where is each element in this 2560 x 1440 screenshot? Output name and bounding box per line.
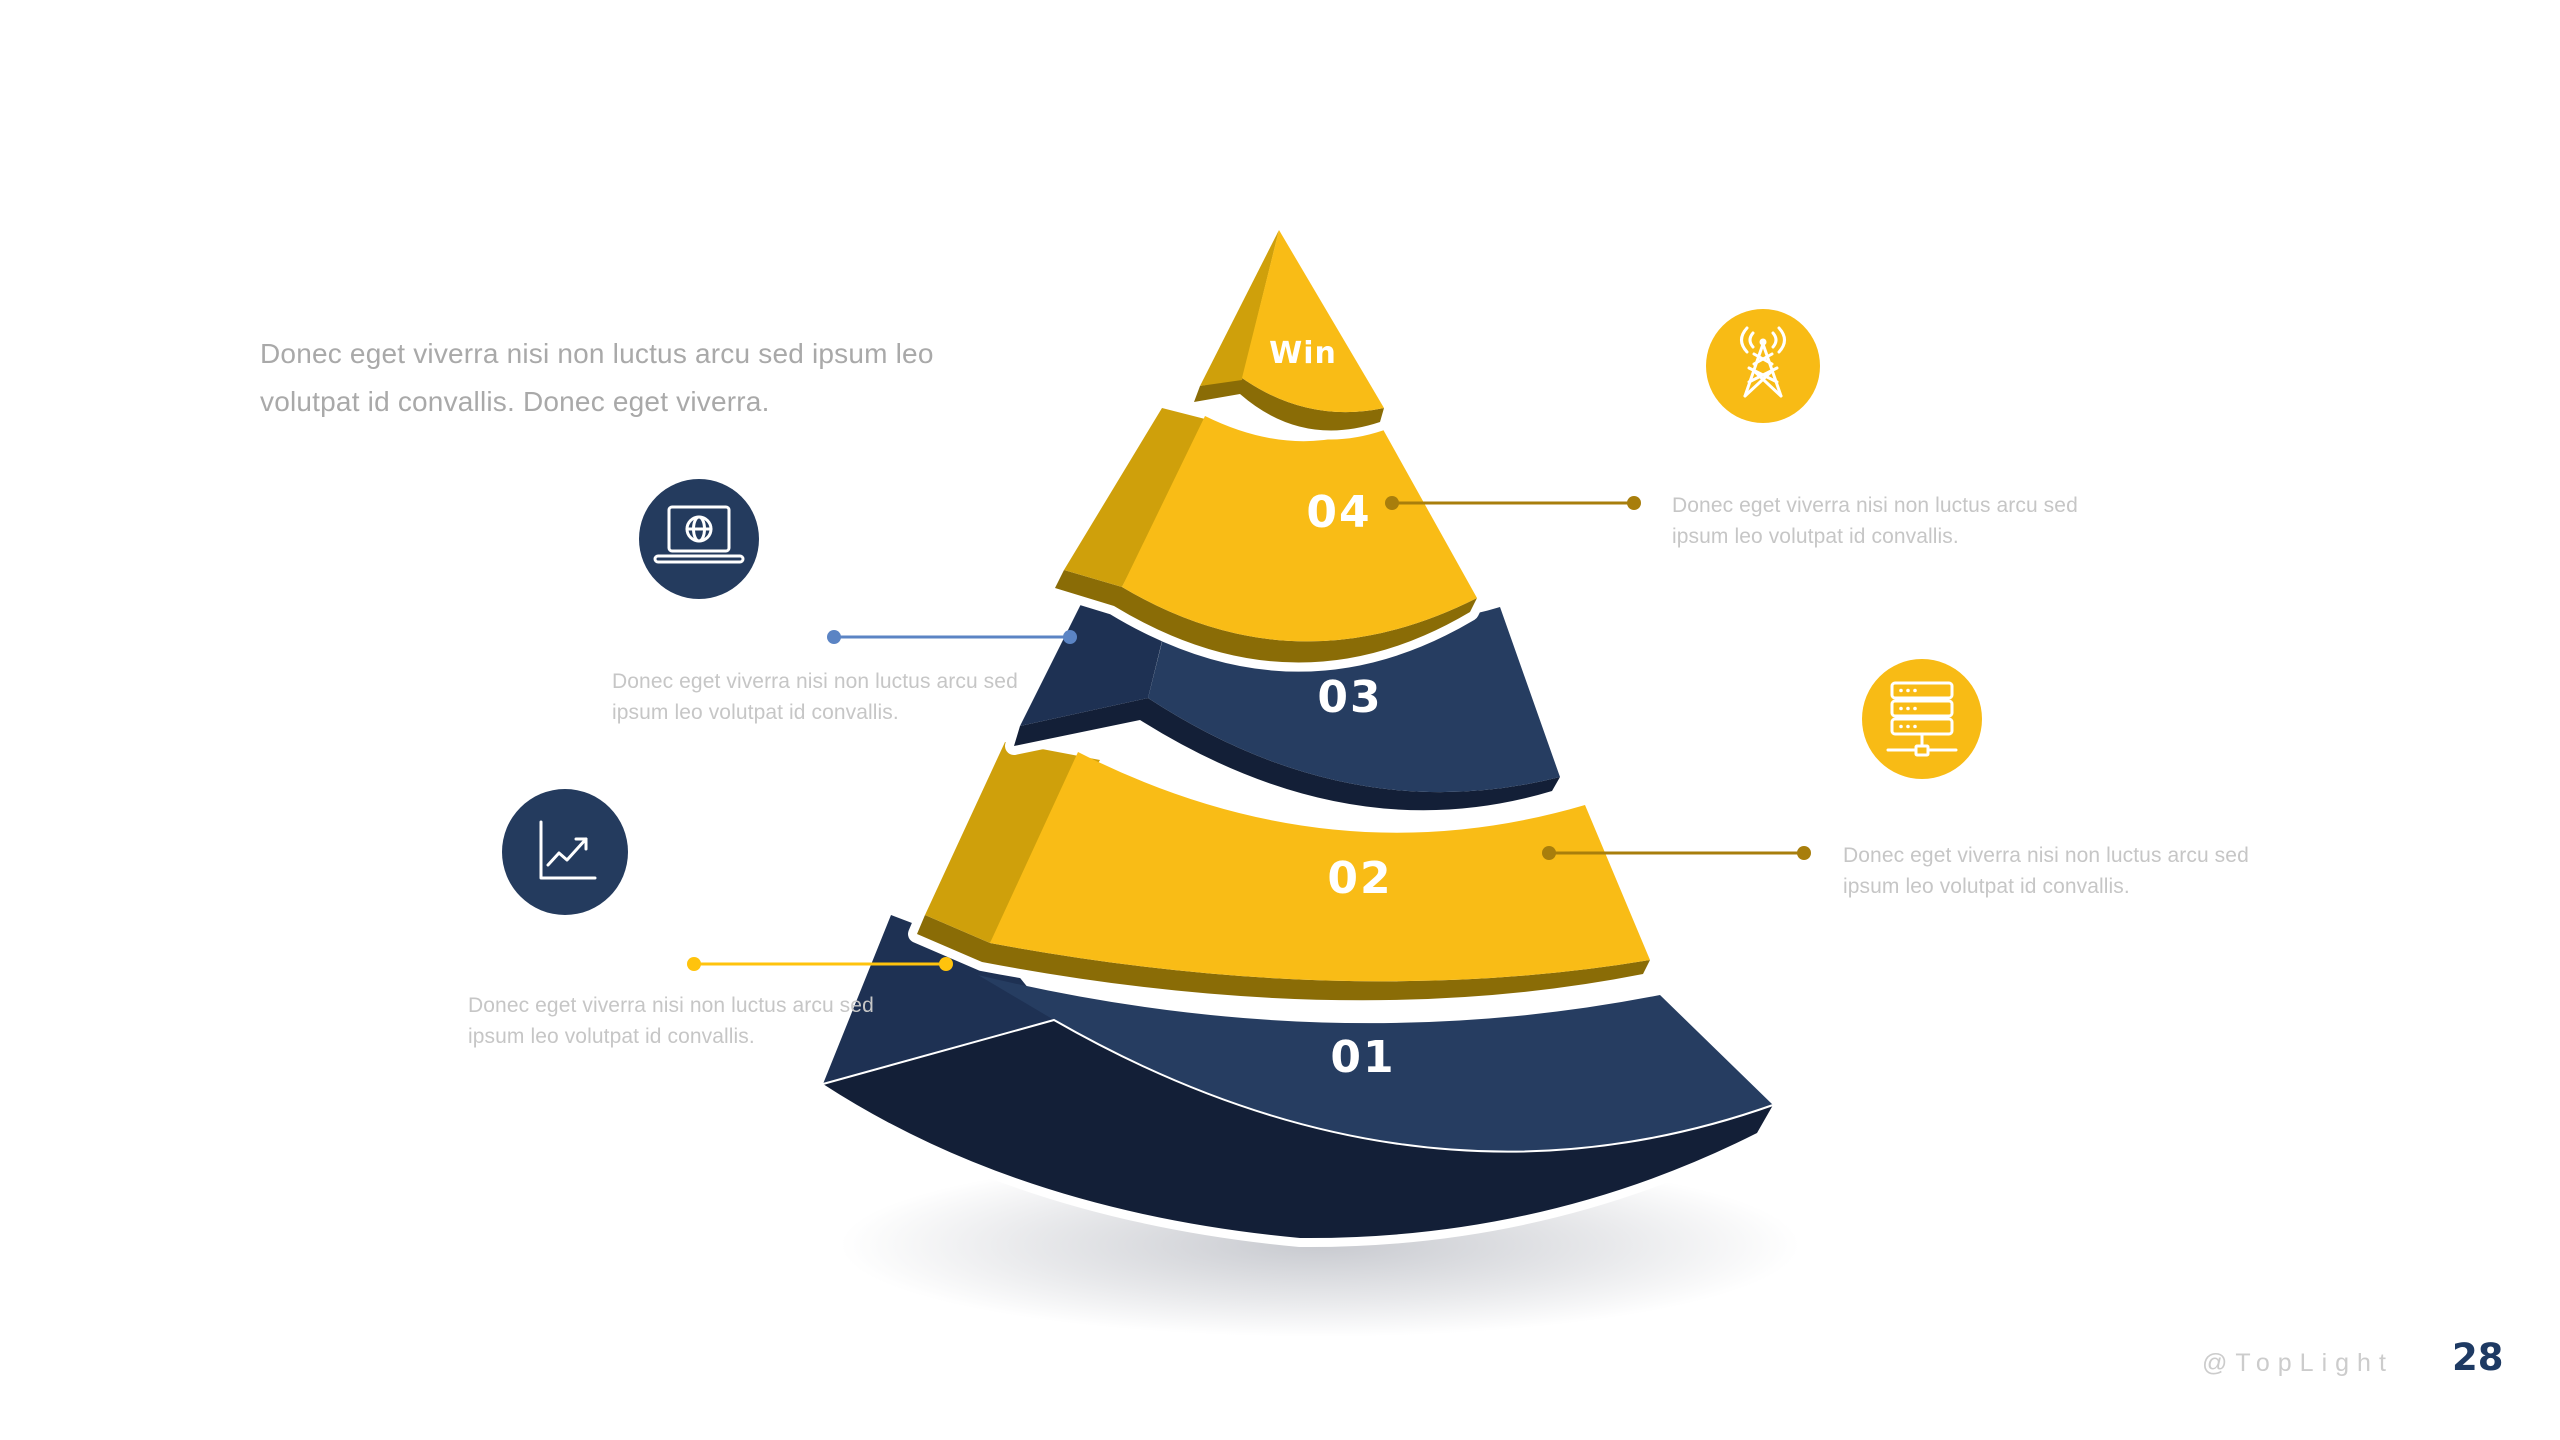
connector-dot <box>687 957 701 971</box>
connector-dot <box>1627 496 1641 510</box>
level-win-front-face <box>1242 230 1384 413</box>
level-02-side-face <box>925 742 1100 943</box>
connector-dot <box>827 630 841 644</box>
laptop-icon-circle <box>639 479 759 599</box>
level-01-edge-line <box>822 1018 1774 1153</box>
connector-level-04 <box>1385 496 1641 510</box>
level-03-note: Donec eget viverra nisi non luctus arcu … <box>612 670 1018 724</box>
server-icon <box>1862 659 1982 779</box>
level-04-bottom-lip <box>1055 570 1477 663</box>
connector-dot <box>1385 496 1399 510</box>
pyramid-level-04: 04 <box>1046 399 1486 672</box>
level-01-label: 01 <box>1330 1032 1395 1083</box>
server-glyph <box>1886 681 1958 757</box>
chart-glyph <box>539 820 597 880</box>
connector-level-03 <box>827 630 1077 644</box>
level-04-note: Donec eget viverra nisi non luctus arcu … <box>1672 494 2078 548</box>
level-04-label: 04 <box>1306 487 1371 538</box>
level-win-bottom-lip <box>1194 378 1384 431</box>
antenna-glyph <box>1740 326 1786 398</box>
pyramid-level-02: 02 <box>908 733 1659 1010</box>
connector-dot <box>1542 846 1556 860</box>
level-03-bottom-lip <box>1014 698 1560 811</box>
laptop-glyph <box>653 505 745 564</box>
level-02-bottom-lip <box>917 915 1650 1001</box>
antenna-icon <box>1706 309 1820 423</box>
connector-level-01 <box>687 957 953 971</box>
chart-icon-circle <box>502 789 628 915</box>
level-win-side-face <box>1200 230 1279 386</box>
level-03-label: 03 <box>1317 672 1382 723</box>
level-04-side-face <box>1064 408 1209 587</box>
intro-text: Donec eget viverra nisi non luctus arcu … <box>260 338 934 417</box>
footer-handle: @TopLight <box>2202 1349 2394 1377</box>
connector-dot <box>939 957 953 971</box>
page-number: 28 <box>2452 1336 2504 1379</box>
connector-dot <box>1797 846 1811 860</box>
level-02-front-face <box>990 752 1650 982</box>
level-02-note: Donec eget viverra nisi non luctus arcu … <box>1843 844 2249 898</box>
level-04-front-face <box>1122 416 1477 642</box>
pyramid-level-01: 01 <box>814 906 1782 1248</box>
connector-level-02 <box>1542 846 1811 860</box>
chart-icon <box>502 789 628 915</box>
level-02-label: 02 <box>1327 853 1392 904</box>
pyramid-level-win: Win <box>1185 221 1393 440</box>
connector-dot <box>1063 630 1077 644</box>
level-01-bottom-face <box>823 1020 1773 1239</box>
antenna-icon-circle <box>1706 309 1820 423</box>
level-01-front-face <box>978 975 1773 1152</box>
level-01-note: Donec eget viverra nisi non luctus arcu … <box>468 994 874 1048</box>
laptop-icon <box>639 479 759 599</box>
level-win-label: Win <box>1269 336 1337 371</box>
